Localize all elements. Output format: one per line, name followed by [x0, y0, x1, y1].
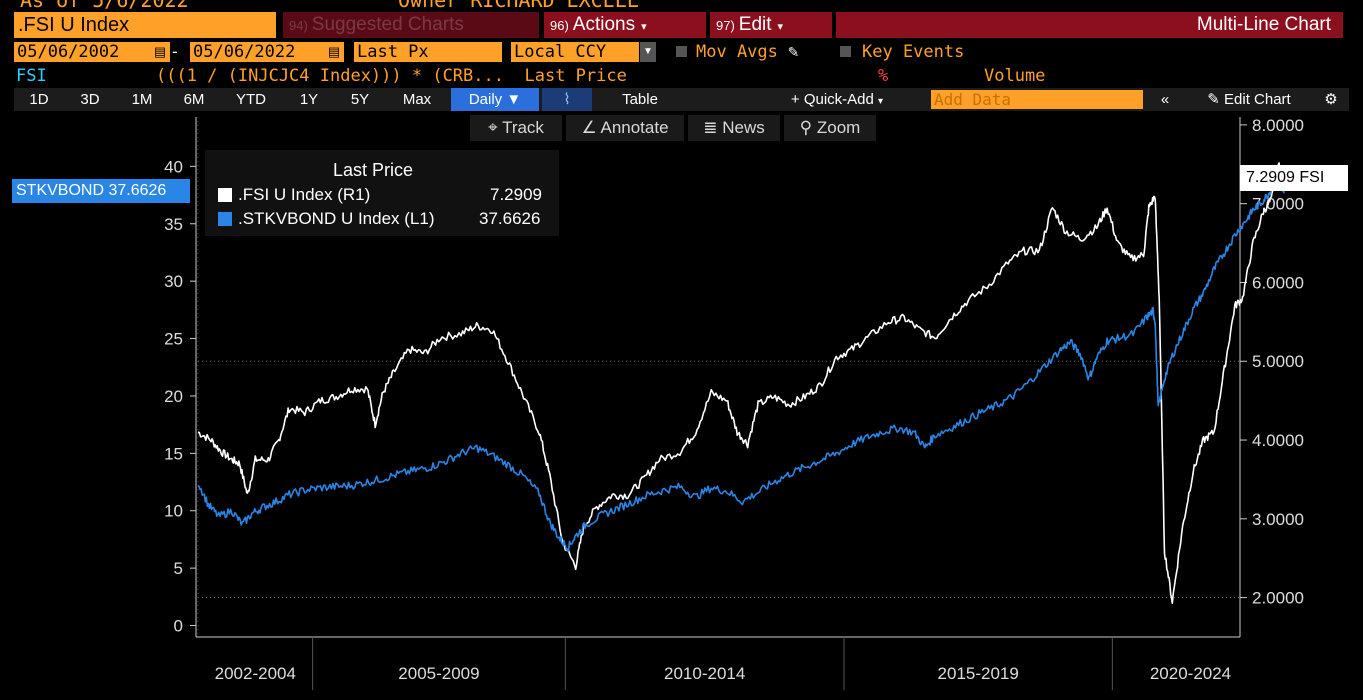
annotate-tool[interactable]: ∠ Annotate	[566, 115, 684, 141]
period-1m[interactable]: 1M	[131, 91, 153, 108]
annotate-icon: ∠	[581, 118, 597, 137]
currency-select[interactable]: Local CCY	[511, 42, 639, 62]
as-of-text: As of 5/6/2022	[20, 0, 189, 12]
table-button[interactable]: Table	[622, 91, 658, 108]
pencil-icon[interactable]: ✎	[788, 42, 799, 62]
legend-swatch-fsi	[218, 188, 232, 202]
formula-text: (((1 / (INJCJC4 Index))) * (CRB... Last …	[156, 66, 627, 86]
end-date-field[interactable]: 05/06/2022	[190, 42, 324, 62]
start-date-field[interactable]: 05/06/2002	[14, 42, 150, 62]
period-label: 2020-2024	[1150, 664, 1231, 683]
date-separator: -	[172, 42, 178, 61]
edit-key: 97)	[716, 18, 735, 33]
quick-add-button[interactable]: + Quick-Add ▾	[790, 91, 884, 108]
legend-label-stkvbond: .STKVBOND U Index (L1)	[238, 209, 435, 228]
right-tick-label: 5.0000	[1252, 352, 1304, 371]
actions-menu-button[interactable]: 96) Actions ▾	[544, 12, 706, 38]
left-tick-label: 25	[164, 330, 183, 349]
header-clip: As of 5/6/2022 Owner RICHARD EXCELL	[0, 0, 1363, 12]
chevron-down-icon: ▾	[878, 96, 884, 107]
edit-chart-button[interactable]: ✎ Edit Chart	[1207, 91, 1291, 108]
period-label: 2010-2014	[664, 664, 745, 683]
right-tick-label: 2.0000	[1252, 589, 1304, 608]
period-5y[interactable]: 5Y	[350, 91, 370, 108]
left-tick-label: 35	[164, 215, 183, 234]
key-events-label: Key Events	[862, 42, 965, 62]
grid-lines	[197, 117, 1240, 637]
right-tick-label: 6.0000	[1252, 273, 1304, 292]
series-line-stkvbond	[197, 175, 1286, 552]
mov-avgs-label: Mov Avgs ✎	[696, 42, 799, 62]
right-value-flag: 7.2909 FSI	[1240, 165, 1348, 191]
series-lines	[197, 162, 1286, 604]
period-max[interactable]: Max	[402, 91, 432, 108]
suggested-key: 94)	[289, 18, 308, 33]
gear-icon[interactable]: ⚙	[1324, 91, 1338, 108]
chevron-down-icon: ▾	[641, 21, 647, 33]
track-tool[interactable]: ⌖ Track	[470, 115, 562, 141]
legend-label-fsi: .FSI U Index (R1)	[238, 185, 371, 204]
right-tick-label: 3.0000	[1252, 510, 1304, 529]
zoom-icon: ⚲	[799, 118, 813, 137]
left-tick-label: 10	[164, 502, 183, 521]
legend-swatch-stkvbond	[218, 212, 232, 226]
pencil-icon: ✎	[1207, 91, 1220, 108]
suggested-label: Suggested Charts	[311, 14, 464, 35]
security-label: FSI	[16, 66, 47, 86]
line-chart-icon[interactable]: ⌇	[542, 88, 592, 111]
legend-value-fsi: 7.2909	[490, 185, 542, 204]
period-1y[interactable]: 1Y	[299, 91, 319, 108]
left-tick-label: 30	[164, 272, 183, 291]
chevron-down-icon[interactable]: ▼	[640, 42, 656, 62]
chevron-down-icon: ▾	[777, 21, 784, 33]
left-tick-label: 5	[174, 559, 183, 578]
add-data-input[interactable]: Add Data	[931, 90, 1143, 109]
ticker-input[interactable]: .FSI U Index	[14, 12, 276, 38]
edit-label: Edit	[738, 14, 772, 35]
news-tool[interactable]: ≣ News	[688, 115, 780, 141]
left-tick-label: 15	[164, 444, 183, 463]
calendar-icon[interactable]: ▤	[150, 42, 170, 62]
legend-title: Last Price	[333, 160, 414, 180]
period-ytd[interactable]: YTD	[236, 91, 266, 108]
frequency-select[interactable]: Daily ▼	[451, 88, 539, 111]
right-tick-label: 8.0000	[1252, 116, 1304, 135]
edit-menu-button[interactable]: 97) Edit ▾	[710, 12, 832, 38]
period-3d[interactable]: 3D	[80, 91, 100, 108]
left-value-flag: STKVBOND 37.6626	[12, 179, 190, 203]
owner-text: Owner RICHARD EXCELL	[398, 0, 639, 12]
period-label: 2005-2009	[398, 664, 479, 683]
key-events-checkbox[interactable]	[840, 46, 851, 57]
left-tick-label: 20	[164, 387, 183, 406]
left-tick-label: 0	[174, 617, 183, 636]
chart-title: Multi-Line Chart	[836, 12, 1343, 38]
news-icon: ≣	[703, 118, 718, 137]
period-label: 2002-2004	[215, 664, 296, 683]
last-price-header: Last Price	[524, 66, 627, 86]
zoom-tool[interactable]: ⚲ Zoom	[784, 115, 876, 141]
legend	[205, 150, 559, 236]
calendar-icon[interactable]: ▤	[324, 42, 344, 62]
series-line-fsi	[197, 162, 1286, 604]
period-1d[interactable]: 1D	[29, 91, 49, 108]
chevron-down-icon: ▼	[506, 91, 522, 108]
right-tick-label: 4.0000	[1252, 431, 1304, 450]
collapse-icon[interactable]: «	[1160, 91, 1170, 108]
period-label: 2015-2019	[938, 664, 1019, 683]
percent-header: %	[878, 66, 889, 86]
legend-value-stkvbond: 37.6626	[479, 209, 541, 228]
mov-avgs-checkbox[interactable]	[676, 46, 687, 57]
volume-header: Volume	[984, 66, 1046, 86]
price-field-select[interactable]: Last Px	[354, 42, 502, 62]
suggested-charts-button[interactable]: 94) Suggested Charts	[283, 12, 539, 38]
left-tick-label: 40	[164, 157, 183, 176]
crosshair-icon: ⌖	[488, 118, 498, 137]
period-6m[interactable]: 6M	[183, 91, 205, 108]
actions-label: Actions	[572, 14, 636, 35]
actions-key: 96)	[550, 18, 569, 33]
